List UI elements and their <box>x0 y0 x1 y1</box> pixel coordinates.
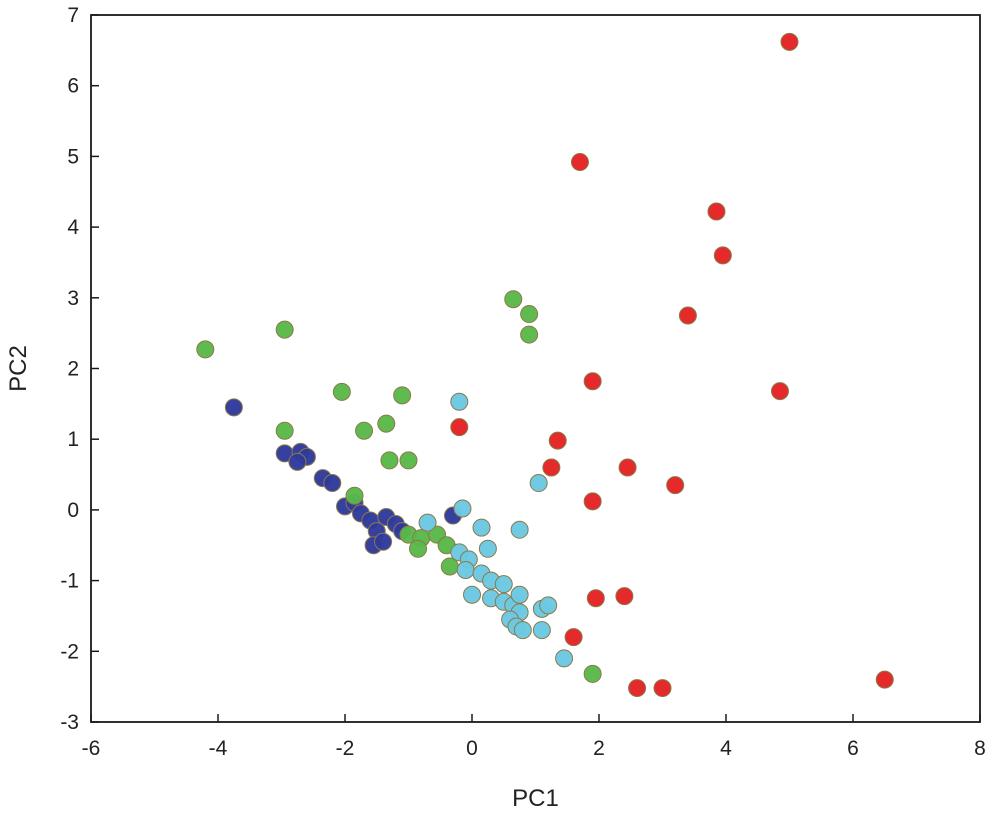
data-point <box>707 202 726 221</box>
data-point <box>513 621 532 640</box>
data-point <box>224 398 243 417</box>
x-tick-label: -6 <box>82 737 101 760</box>
data-point <box>586 589 605 608</box>
data-point <box>494 575 513 594</box>
y-tick-label: 7 <box>67 4 79 27</box>
data-point <box>713 246 732 265</box>
x-tick-label: -4 <box>209 737 228 760</box>
y-tick-label: 3 <box>67 287 79 310</box>
data-point <box>548 431 567 450</box>
y-tick-label: -1 <box>60 570 79 593</box>
data-point <box>570 153 589 172</box>
y-axis-title: PC2 <box>5 345 32 392</box>
data-point <box>653 679 672 698</box>
x-axis-title: PC1 <box>512 785 559 812</box>
x-tick-label: 4 <box>720 737 732 760</box>
data-point <box>456 560 475 579</box>
data-point <box>504 290 523 309</box>
data-point <box>770 382 789 401</box>
data-point <box>583 492 602 511</box>
data-point <box>529 474 548 493</box>
data-points <box>196 32 894 698</box>
data-point <box>463 585 481 604</box>
data-point <box>288 452 307 471</box>
data-point <box>564 628 583 647</box>
data-point <box>409 539 428 558</box>
data-point <box>583 664 602 683</box>
y-tick-label: 4 <box>67 216 79 239</box>
data-point <box>450 418 469 437</box>
y-axis: -3 -2 -1 0 1 2 3 4 5 6 7 <box>60 4 99 734</box>
data-point <box>780 32 799 51</box>
x-tick-label: 6 <box>847 737 859 760</box>
data-point <box>275 421 294 440</box>
data-point <box>666 476 685 495</box>
data-point <box>520 305 539 324</box>
data-point <box>374 532 393 551</box>
y-tick-label: 5 <box>67 145 79 168</box>
data-point <box>323 474 342 493</box>
data-point <box>418 513 437 532</box>
x-tick-label: -2 <box>336 737 355 760</box>
data-point <box>393 386 412 405</box>
data-point <box>615 587 634 606</box>
data-point <box>678 306 697 325</box>
data-point <box>583 372 602 391</box>
data-point <box>875 670 894 689</box>
data-point <box>399 451 418 470</box>
data-point <box>542 458 561 477</box>
data-point <box>472 518 491 537</box>
data-point <box>345 486 364 505</box>
y-tick-label: 6 <box>67 75 79 98</box>
data-point <box>453 499 472 518</box>
data-point <box>539 596 558 615</box>
y-tick-label: -2 <box>60 640 79 663</box>
data-point <box>377 414 396 433</box>
data-point <box>520 325 539 344</box>
data-point <box>628 679 647 698</box>
data-point <box>510 585 529 604</box>
x-tick-label: 2 <box>593 737 605 760</box>
y-tick-label: -3 <box>60 711 79 734</box>
data-point <box>196 340 215 359</box>
data-point <box>532 621 551 640</box>
data-point <box>380 451 399 470</box>
y-tick-label: 2 <box>67 358 79 381</box>
plot-area <box>90 14 981 723</box>
data-point <box>555 649 574 668</box>
data-point <box>332 382 351 401</box>
data-point <box>478 539 497 558</box>
x-tick-label: 0 <box>466 737 478 760</box>
data-point <box>510 520 529 539</box>
y-tick-label: 0 <box>67 499 79 522</box>
data-point <box>355 421 374 440</box>
data-point <box>450 392 469 411</box>
data-point <box>275 320 294 339</box>
x-tick-label: 8 <box>974 737 986 760</box>
data-point <box>618 458 637 477</box>
x-axis: -6 -4 -2 0 2 4 6 8 <box>82 714 986 760</box>
y-tick-label: 1 <box>67 428 79 451</box>
